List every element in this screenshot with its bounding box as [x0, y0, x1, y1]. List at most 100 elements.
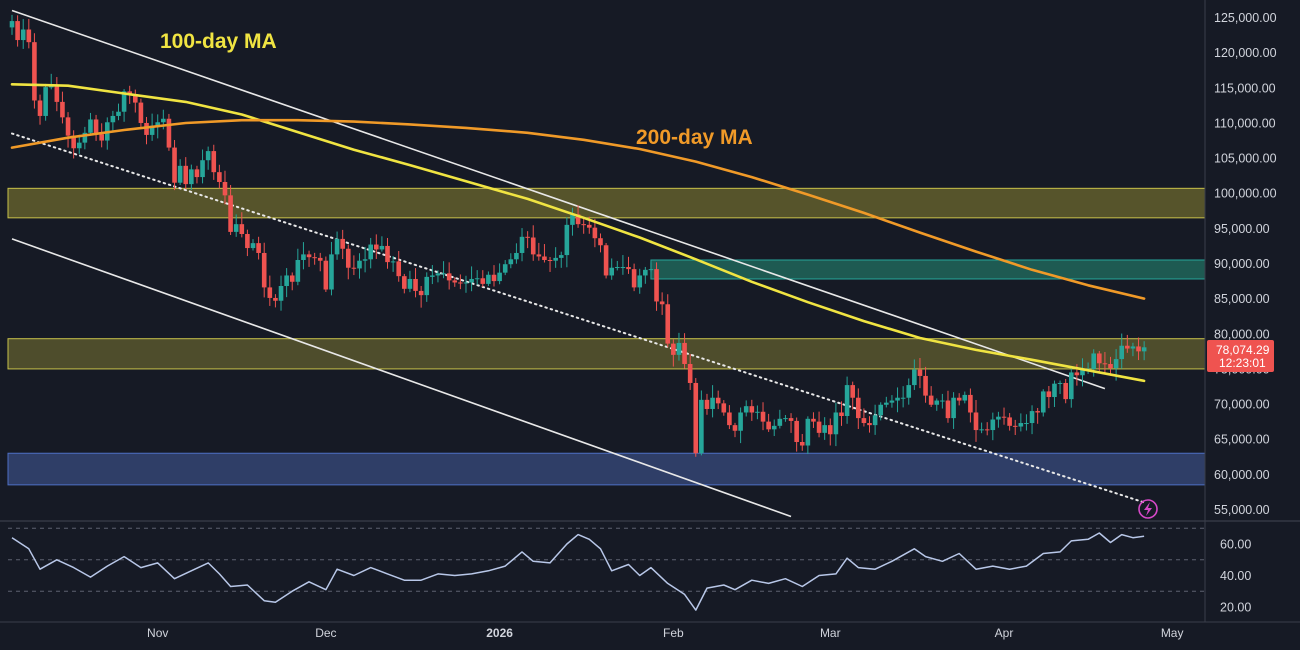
- candle: [620, 255, 626, 275]
- candle: [1125, 334, 1130, 353]
- candle: [385, 237, 390, 269]
- candle: [480, 270, 486, 288]
- candle-body: [542, 256, 547, 260]
- candle-body: [682, 342, 687, 364]
- candle-body: [912, 369, 917, 386]
- candle-body: [54, 86, 60, 102]
- candle: [424, 272, 430, 302]
- candle: [458, 274, 463, 290]
- candle: [166, 113, 172, 151]
- candle-body: [435, 273, 441, 276]
- candle-body: [850, 385, 855, 398]
- candle: [648, 262, 654, 273]
- candle-body: [856, 397, 861, 419]
- candle-body: [766, 421, 771, 430]
- candle-body: [648, 269, 654, 271]
- candle-body: [553, 257, 558, 261]
- candle-body: [979, 429, 984, 431]
- candle-body: [721, 403, 727, 413]
- candle: [491, 265, 497, 287]
- candle: [1029, 405, 1035, 435]
- candle: [1108, 356, 1113, 376]
- price-tick-label: 90,000.00: [1214, 257, 1270, 271]
- candle: [413, 268, 418, 298]
- candle: [811, 412, 816, 428]
- candle-body: [895, 397, 900, 401]
- date-tick-label: Dec: [315, 626, 336, 640]
- candle: [435, 270, 441, 283]
- candle: [76, 134, 82, 154]
- ma100-annotation: 100-day MA: [160, 30, 277, 53]
- candle-body: [1035, 411, 1040, 413]
- candle-body: [43, 87, 48, 116]
- candle: [699, 390, 704, 456]
- candle-body: [1052, 383, 1057, 398]
- candle: [760, 402, 766, 431]
- candle-body: [200, 160, 205, 178]
- candle-body: [194, 169, 200, 178]
- candle: [508, 253, 514, 269]
- candle-body: [379, 245, 385, 250]
- candle-body: [295, 260, 301, 282]
- candle-body: [755, 411, 760, 413]
- candle: [351, 255, 357, 276]
- candle-body: [984, 429, 990, 431]
- candle: [1097, 350, 1102, 372]
- candle: [743, 400, 749, 417]
- candle-body: [671, 343, 676, 355]
- candle: [1046, 386, 1052, 409]
- candle: [906, 378, 912, 405]
- candle: [816, 411, 822, 438]
- candle: [558, 251, 564, 268]
- candle-body: [26, 29, 32, 43]
- price-tick-label: 105,000.00: [1214, 152, 1277, 166]
- candle-body: [968, 394, 973, 413]
- current-price-tag-bg: [1207, 340, 1274, 372]
- candle: [962, 391, 968, 404]
- candle: [928, 386, 934, 408]
- candle-body: [878, 404, 884, 416]
- rsi-tick-label: 60.00: [1220, 538, 1251, 552]
- candle-body: [161, 118, 166, 123]
- candle-body: [1007, 417, 1012, 426]
- candle-body: [278, 286, 284, 301]
- candle-body: [301, 254, 306, 260]
- candle: [239, 212, 245, 238]
- candle-body: [1074, 372, 1080, 376]
- candle: [110, 110, 116, 133]
- candle-body: [659, 301, 665, 305]
- candle: [82, 126, 88, 150]
- candle: [1119, 333, 1125, 369]
- candle: [60, 91, 65, 124]
- candle-body: [1001, 416, 1007, 418]
- resistance-zone-89k: [650, 259, 1206, 280]
- candle-body: [469, 278, 474, 283]
- candle: [32, 33, 37, 109]
- rsi-line: [11, 532, 1145, 611]
- candle: [261, 242, 267, 298]
- candle-body: [1018, 423, 1024, 427]
- candle-body: [250, 243, 256, 249]
- candle-body: [575, 214, 581, 225]
- candle-body: [71, 135, 76, 149]
- candle-body: [217, 172, 222, 182]
- candle: [430, 265, 435, 285]
- candle-body: [93, 119, 99, 135]
- candle: [1080, 358, 1085, 387]
- candle: [872, 404, 878, 435]
- candle: [138, 98, 144, 128]
- candle: [402, 273, 407, 294]
- candle: [917, 357, 923, 389]
- candle: [536, 242, 542, 261]
- candle-body: [923, 375, 928, 396]
- rsi-tick-label: 20.00: [1220, 600, 1251, 614]
- candle: [671, 339, 676, 367]
- candle: [194, 165, 200, 184]
- candle-body: [396, 261, 402, 277]
- lightning-bolt-icon[interactable]: [1138, 499, 1158, 519]
- candle-body: [1102, 363, 1108, 365]
- candle-body: [771, 425, 777, 430]
- date-tick-label: 2026: [486, 626, 513, 640]
